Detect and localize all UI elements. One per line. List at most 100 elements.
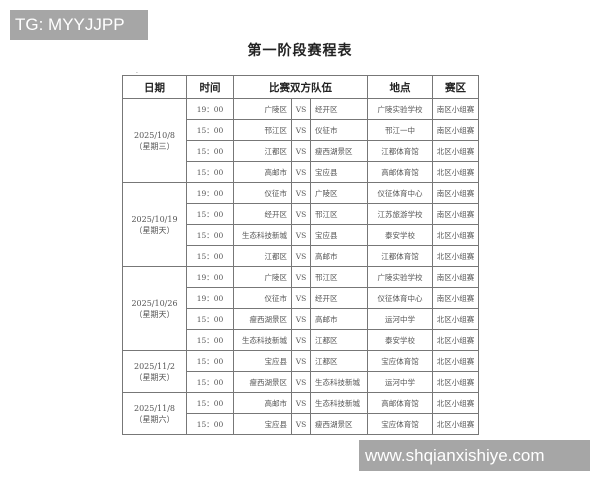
header-venue: 地点 xyxy=(367,75,433,99)
time-cell: 19：00 xyxy=(186,182,234,204)
match-weekday: （星期三） xyxy=(134,141,175,151)
time-cell: 19：00 xyxy=(186,266,234,288)
zone-cell: 北区小组赛 xyxy=(432,350,479,372)
venue-cell: 泰安学校 xyxy=(367,224,433,246)
home-team: 广陵区 xyxy=(233,98,292,120)
home-team: 生态科技新城 xyxy=(233,224,292,246)
vs-label: VS xyxy=(291,266,311,288)
away-team: 经开区 xyxy=(310,287,368,309)
time-cell: 15：00 xyxy=(186,350,234,372)
away-team: 宝应县 xyxy=(310,224,368,246)
time-cell: 15：00 xyxy=(186,224,234,246)
match-date: 2025/10/26 xyxy=(131,298,178,308)
venue-cell: 邗江一中 xyxy=(367,119,433,141)
zone-cell: 北区小组赛 xyxy=(432,161,479,183)
time-cell: 15：00 xyxy=(186,119,234,141)
zone-cell: 南区小组赛 xyxy=(432,98,479,120)
header-time: 时间 xyxy=(186,75,234,99)
header-date: 日期 xyxy=(122,75,187,99)
page-title: 第一阶段赛程表 xyxy=(247,43,353,59)
away-team: 生态科技新城 xyxy=(310,392,368,414)
time-cell: 15：00 xyxy=(186,329,234,351)
table-row: 15：00 瘦西湖景区 VS 生态科技新城 运河中学 北区小组赛 xyxy=(123,371,479,393)
home-team: 经开区 xyxy=(233,203,292,225)
stray-mark: · xyxy=(136,70,138,77)
home-team: 江都区 xyxy=(233,140,292,162)
match-weekday: （星期天） xyxy=(134,309,175,319)
table-row: 2025/11/8 （星期六） 15：00 高邮市 VS 生态科技新城 高邮体育馆 北区小组赛 xyxy=(122,392,479,435)
watermark-bottom: www.shqianxishiye.com xyxy=(359,440,590,471)
match-weekday: （星期天） xyxy=(134,372,175,382)
away-team: 经开区 xyxy=(310,98,368,120)
time-cell: 15：00 xyxy=(186,203,234,225)
time-cell: 15：00 xyxy=(186,371,234,393)
date-cell: 2025/11/2 （星期天） xyxy=(122,350,187,393)
zone-cell: 北区小组赛 xyxy=(432,224,479,246)
zone-cell: 南区小组赛 xyxy=(432,119,479,141)
vs-label: VS xyxy=(291,98,311,120)
away-team: 高邮市 xyxy=(310,245,368,267)
date-cell: 2025/10/19 （星期天） xyxy=(122,182,187,267)
vs-label: VS xyxy=(291,371,311,393)
zone-cell: 北区小组赛 xyxy=(432,371,479,393)
table-row: 2025/10/8 （星期三） 19：00 广陵区 VS 经开区 广陵实验学校 南区小组赛 xyxy=(122,98,479,183)
header-teams: 比赛双方队伍 xyxy=(233,75,368,99)
venue-cell: 泰安学校 xyxy=(367,329,433,351)
match-date: 2025/11/8 xyxy=(133,403,176,413)
zone-cell: 北区小组赛 xyxy=(432,413,479,435)
watermark-top: TG: MYYJJPP xyxy=(10,10,148,40)
home-team: 高邮市 xyxy=(233,392,292,414)
schedule-table: 日期 时间 比赛双方队伍 地点 赛区 2025/10/8 （星期三） 19：00 广陵… xyxy=(122,75,479,435)
zone-cell: 南区小组赛 xyxy=(432,287,479,309)
zone-cell: 北区小组赛 xyxy=(432,140,479,162)
date-cell: 2025/11/8 （星期六） xyxy=(122,392,187,435)
time-cell: 15：00 xyxy=(186,161,234,183)
venue-cell: 江都体育馆 xyxy=(367,245,433,267)
away-team: 江都区 xyxy=(310,350,368,372)
vs-label: VS xyxy=(291,161,311,183)
away-team: 江都区 xyxy=(310,329,368,351)
vs-label: VS xyxy=(291,329,311,351)
venue-cell: 仪征体育中心 xyxy=(367,182,433,204)
match-weekday: （星期六） xyxy=(134,414,175,424)
venue-cell: 江苏旅游学校 xyxy=(367,203,433,225)
table-row: 2025/10/19 （星期天） 19：00 仪征市 VS 广陵区 仪征体育中心 南区小组赛 xyxy=(122,182,479,267)
zone-cell: 南区小组赛 xyxy=(432,266,479,288)
table-row: 2025/11/2 （星期天） 15：00 宝应县 VS 江都区 宝应体育馆 北区小组赛 xyxy=(122,350,479,393)
time-cell: 15：00 xyxy=(186,245,234,267)
match-date: 2025/10/19 xyxy=(131,214,178,224)
venue-cell: 宝应体育馆 xyxy=(367,413,433,435)
zone-cell: 北区小组赛 xyxy=(432,245,479,267)
venue-cell: 广陵实验学校 xyxy=(367,266,433,288)
venue-cell: 广陵实验学校 xyxy=(367,98,433,120)
vs-label: VS xyxy=(291,350,311,372)
home-team: 仪征市 xyxy=(233,182,292,204)
venue-cell: 宝应体育馆 xyxy=(367,350,433,372)
venue-cell: 运河中学 xyxy=(367,371,433,393)
home-team: 宝应县 xyxy=(233,350,292,372)
venue-cell: 仪征体育中心 xyxy=(367,287,433,309)
home-team: 宝应县 xyxy=(233,413,292,435)
match-date: 2025/10/8 xyxy=(133,130,176,140)
date-cell: 2025/10/26 （星期天） xyxy=(122,266,187,351)
home-team: 瘦西湖景区 xyxy=(233,308,292,330)
table-row: 15：00 生态科技新城 VS 宝应县 泰安学校 北区小组赛 xyxy=(123,224,479,246)
time-cell: 15：00 xyxy=(186,413,234,435)
venue-cell: 高邮体育馆 xyxy=(367,392,433,414)
away-team: 邗江区 xyxy=(310,266,368,288)
home-team: 高邮市 xyxy=(233,161,292,183)
home-team: 生态科技新城 xyxy=(233,329,292,351)
away-team: 宝应县 xyxy=(310,161,368,183)
away-team: 仪征市 xyxy=(310,119,368,141)
zone-cell: 北区小组赛 xyxy=(432,329,479,351)
zone-cell: 北区小组赛 xyxy=(432,308,479,330)
header-zone: 赛区 xyxy=(432,75,479,99)
home-team: 邗江区 xyxy=(233,119,292,141)
table-row: 15：00 江都区 VS 高邮市 江都体育馆 北区小组赛 xyxy=(123,245,479,267)
match-weekday: （星期天） xyxy=(134,225,175,235)
vs-label: VS xyxy=(291,413,311,435)
schedule-body: 2025/10/8 （星期三） 19：00 广陵区 VS 经开区 广陵实验学校 南区小组赛 15… xyxy=(122,98,479,435)
zone-cell: 南区小组赛 xyxy=(432,182,479,204)
vs-label: VS xyxy=(291,392,311,414)
vs-label: VS xyxy=(291,140,311,162)
